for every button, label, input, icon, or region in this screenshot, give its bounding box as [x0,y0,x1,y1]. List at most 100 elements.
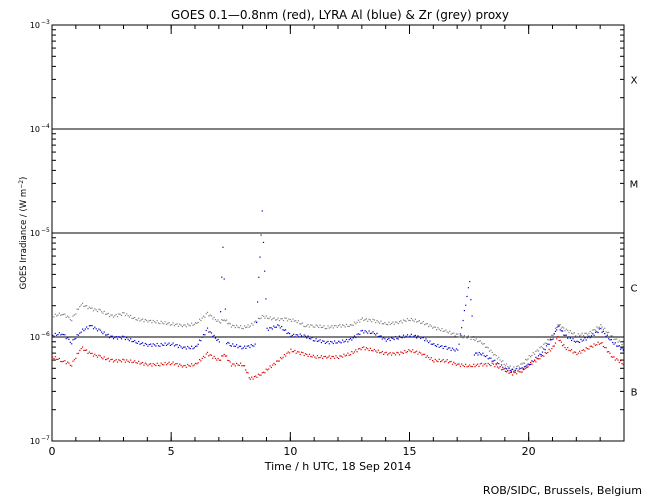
data-point [293,333,295,335]
x-axis-label: Time / h UTC, 18 Sep 2014 [264,460,412,473]
data-point [255,320,257,322]
data-point [451,363,454,365]
data-point [462,337,464,339]
data-point [410,333,412,335]
data-point [504,370,506,372]
data-point [241,365,243,367]
data-point [461,334,463,336]
data-point [181,326,183,328]
data-point [221,276,223,278]
data-point [210,354,213,356]
data-point [73,359,75,361]
y-tick-exponent: −7 [41,435,50,442]
data-point [326,327,328,330]
data-point [426,323,428,325]
data-point [229,323,231,325]
data-point [397,338,399,340]
data-point [331,325,333,327]
data-point [442,330,444,332]
data-point [470,365,472,368]
data-point [394,321,397,323]
data-point [290,335,292,337]
data-point [589,345,591,347]
data-point [465,336,467,338]
data-point [521,367,523,369]
data-point [344,340,346,342]
data-point [151,322,153,324]
data-point [179,344,181,346]
data-point [164,342,166,344]
data-point [340,355,342,357]
data-point [500,361,503,363]
data-point [498,367,500,369]
data-point [282,356,284,358]
data-point [67,361,69,363]
data-point [485,356,487,358]
data-point [512,368,514,370]
data-point [453,332,455,334]
data-point [558,340,560,342]
data-point [610,339,612,341]
data-point [184,324,186,326]
data-point [111,335,113,337]
data-point [443,361,446,363]
data-point [495,363,497,365]
data-point [87,328,89,330]
data-point [348,354,350,356]
data-point [112,361,115,363]
data-point [413,320,415,322]
data-point [351,351,353,353]
data-point [264,270,266,272]
data-point [168,342,170,344]
data-point [86,349,88,351]
data-point [556,326,558,329]
data-point [189,325,191,327]
data-point [360,318,362,320]
data-point [594,329,597,331]
data-point [563,334,565,336]
data-point [596,344,598,346]
data-point [510,368,512,370]
data-point [253,321,255,323]
data-point [481,342,483,344]
data-point [402,352,405,354]
data-point [384,352,386,354]
data-point [226,355,228,357]
data-point [588,332,590,334]
data-point [144,362,146,364]
data-point [618,361,620,364]
data-point [605,331,607,333]
data-point [482,343,484,345]
data-point [617,341,619,343]
data-point [376,351,378,353]
data-point [616,345,618,347]
data-point [422,321,424,323]
data-point [96,330,99,332]
data-point [126,313,128,315]
data-point [400,351,402,353]
data-point [446,331,448,333]
data-point [548,343,550,345]
data-point [400,320,402,322]
data-point [577,333,579,335]
data-point [500,369,503,371]
data-point [277,317,279,319]
data-point [116,316,119,318]
data-point [257,373,259,375]
data-point [206,327,209,329]
data-point [425,323,427,325]
data-point [336,326,338,328]
data-point [147,365,149,367]
data-point [537,358,540,360]
data-point [64,334,66,336]
data-point [77,308,80,310]
data-point [86,305,88,307]
data-point [477,341,479,343]
data-point [68,316,70,318]
data-point [271,328,273,330]
data-point [244,345,246,347]
data-point [553,333,555,335]
data-point [482,365,484,367]
data-point [261,372,263,374]
data-point [397,323,399,325]
